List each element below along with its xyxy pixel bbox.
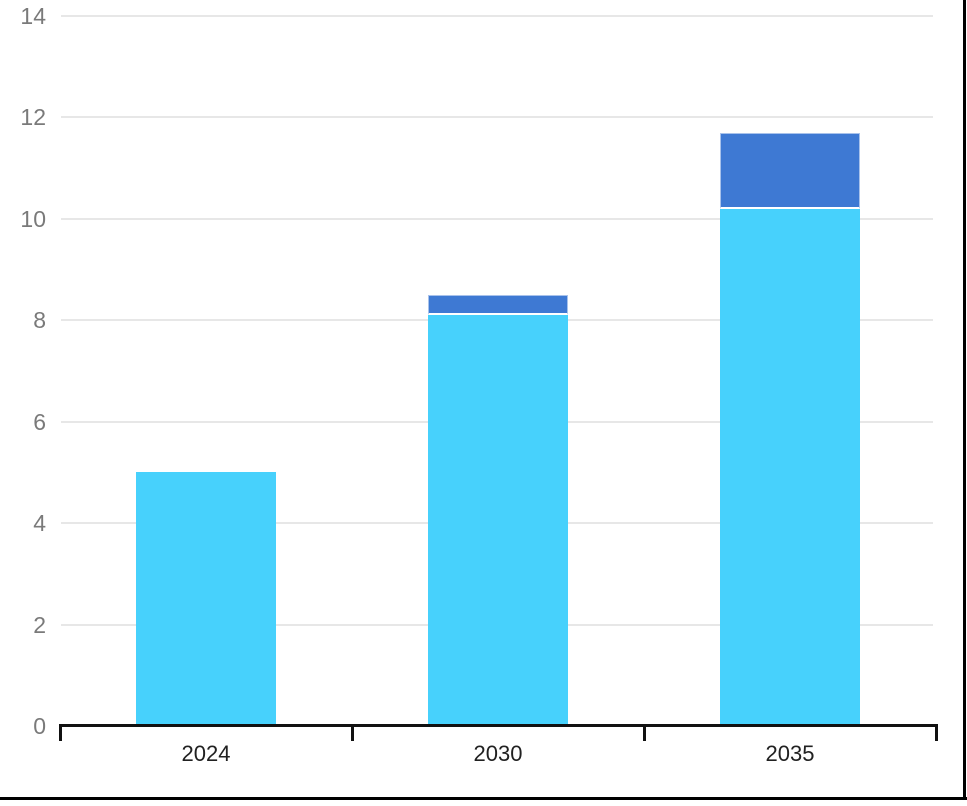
y-axis-tick-label: 12: [20, 104, 46, 131]
x-axis-category-label: 2035: [765, 741, 815, 766]
x-axis-tick: [642, 724, 646, 741]
bar-segment-2024-light-blue-segment: [136, 472, 276, 726]
y-axis-tick-label: 4: [33, 510, 46, 537]
y-axis-tick-label: 10: [20, 205, 46, 232]
gridline: [61, 116, 933, 119]
gridline: [61, 217, 933, 220]
bar-segment-2030-dark-blue-segment: [428, 294, 568, 316]
y-axis-tick-label: 2: [33, 611, 46, 638]
x-axis-tick: [58, 724, 62, 741]
bar-segment-2035-dark-blue-segment: [720, 132, 860, 209]
frame-border-bottom: [0, 797, 967, 800]
x-axis-category-label: 2030: [473, 741, 523, 766]
bar-segment-2035-light-blue-segment: [720, 208, 860, 726]
y-axis-tick-label: 8: [33, 307, 46, 334]
x-axis-line: [58, 724, 938, 727]
y-axis-tick-label: 14: [20, 3, 46, 29]
bar-segment-2030-light-blue-segment: [428, 315, 568, 726]
x-axis-tick: [934, 724, 938, 741]
frame-border-right: [963, 0, 966, 800]
y-axis-tick-label: 0: [33, 713, 46, 739]
gridline: [61, 15, 933, 17]
x-axis-category-label: 2024: [181, 741, 231, 766]
y-axis-tick-label: 6: [33, 408, 46, 435]
x-axis-tick: [350, 724, 354, 741]
